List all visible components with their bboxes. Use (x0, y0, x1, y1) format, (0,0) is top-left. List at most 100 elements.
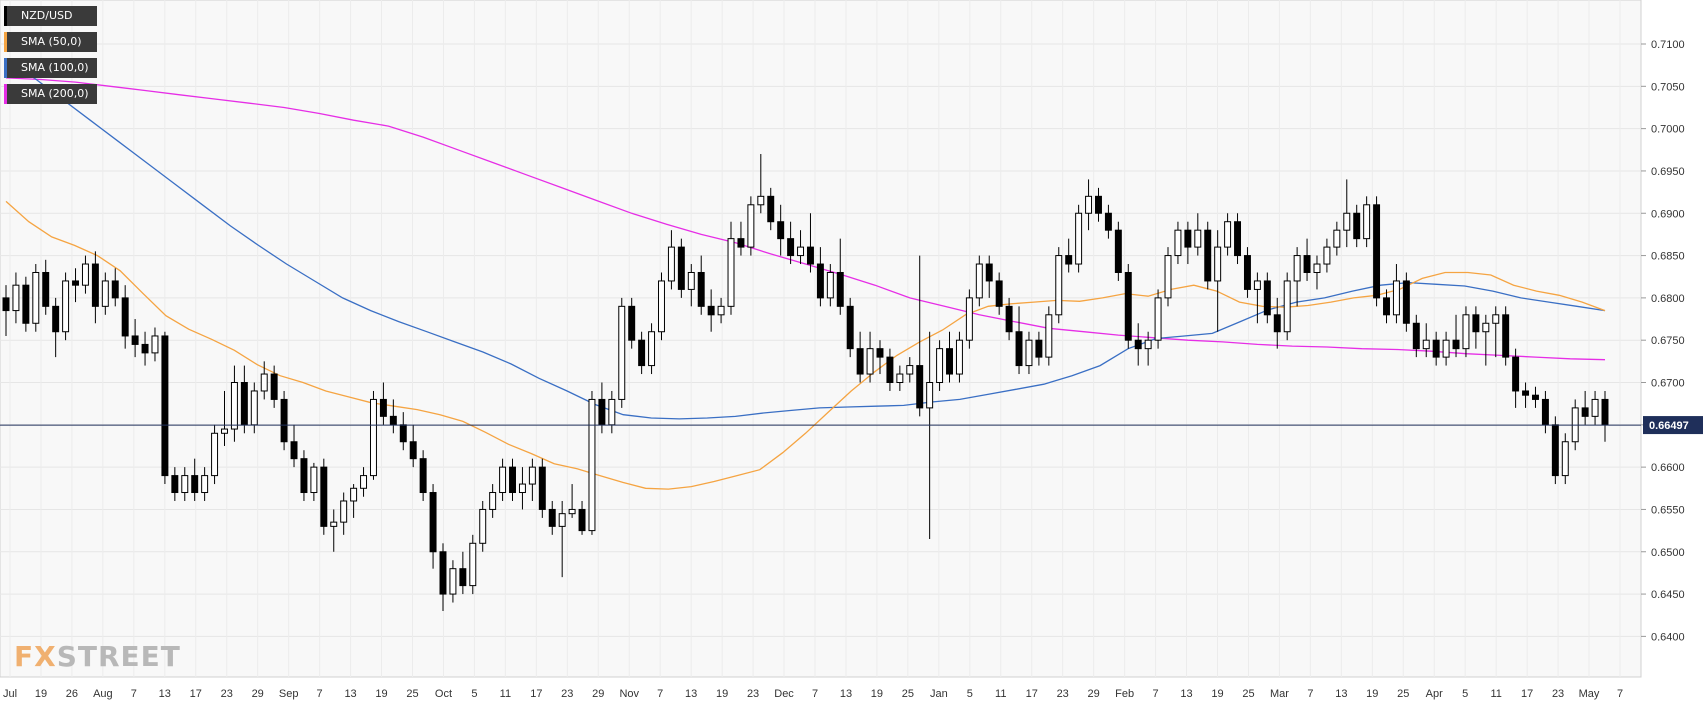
candle-up (926, 382, 934, 409)
candle-up (1224, 221, 1232, 248)
candle (22, 276, 30, 332)
candle-up (1293, 255, 1301, 282)
candle-up (1164, 255, 1172, 299)
candle-down (191, 475, 199, 494)
candle (1164, 247, 1172, 307)
x-tick-label: 19 (1366, 688, 1378, 700)
candle (648, 323, 656, 375)
candle-up (369, 398, 377, 477)
candle (1065, 238, 1073, 273)
legend-item-nzdusd[interactable]: NZD/USD (4, 6, 97, 26)
candle (101, 272, 109, 315)
candle-down (1015, 331, 1023, 367)
x-tick-label: 13 (840, 688, 852, 700)
candle-up (797, 246, 805, 257)
candle (1591, 390, 1599, 425)
candle (1174, 221, 1182, 265)
current-price-marker: 0.66497 (0, 416, 1703, 435)
candle-down (91, 263, 99, 307)
legend-item-sma50[interactable]: SMA (50,0) (4, 32, 97, 52)
candle-down (399, 424, 407, 443)
candle-up (1442, 339, 1450, 358)
candle-up (1253, 280, 1261, 290)
candle (1144, 331, 1152, 366)
candle-down (598, 398, 606, 426)
candle-up (558, 513, 566, 527)
candle (1492, 306, 1500, 358)
candle (181, 467, 189, 501)
candle (369, 390, 377, 480)
candle (32, 264, 40, 332)
candle-up (250, 390, 258, 426)
candle-down (270, 373, 278, 400)
x-tick-label: Nov (619, 688, 639, 700)
candle-down (290, 441, 298, 460)
x-tick-label: 29 (252, 688, 264, 700)
candle (717, 297, 725, 324)
legend-item-sma100[interactable]: SMA (100,0) (4, 58, 97, 78)
candle (1561, 433, 1569, 485)
x-tick-label: 11 (1490, 688, 1501, 700)
candle (131, 319, 139, 358)
candle (787, 221, 795, 265)
candle-up (1283, 280, 1291, 333)
candle-up (658, 280, 665, 333)
candle-up (1055, 255, 1063, 316)
candle-down (1353, 212, 1361, 240)
candle-up (518, 483, 526, 494)
candle-down (1184, 229, 1192, 248)
candle-down (121, 297, 129, 337)
candle (469, 534, 477, 595)
candle (697, 255, 705, 315)
candle (1343, 179, 1351, 248)
y-tick-label: 0.6500 (1651, 547, 1685, 559)
candle (1422, 323, 1430, 358)
candle-down (1551, 424, 1559, 477)
candle-down (280, 398, 288, 443)
candle-up (1343, 212, 1351, 231)
x-tick-label: Jan (930, 688, 948, 700)
candle (62, 272, 70, 341)
candle-down (240, 382, 248, 426)
candle-up (1561, 441, 1569, 477)
candle-up (1591, 398, 1599, 417)
candle (1462, 306, 1470, 358)
fxstreet-logo: FXSTREET (14, 640, 181, 673)
candle (419, 450, 427, 501)
x-tick-label: 19 (375, 688, 387, 700)
legend-label: SMA (200,0) (21, 87, 89, 100)
candle (12, 272, 20, 324)
candle-down (1541, 398, 1549, 426)
y-tick-label: 0.6600 (1651, 462, 1685, 474)
candles (2, 154, 1609, 611)
candle (518, 467, 526, 510)
x-tick-label: 29 (592, 688, 604, 700)
candle (836, 238, 844, 315)
candle (1442, 331, 1450, 366)
candle-up (965, 297, 973, 341)
candle-up (1085, 195, 1093, 214)
candle-down (1432, 339, 1440, 358)
candle-up (499, 466, 507, 494)
candle-up (687, 271, 695, 290)
candle (260, 361, 268, 400)
candle (1502, 306, 1510, 366)
candle-down (787, 238, 795, 257)
candle (658, 272, 665, 341)
candle-up (1363, 204, 1371, 240)
candle-up (1174, 229, 1182, 257)
candle-up (230, 382, 238, 430)
candle-down (439, 551, 447, 595)
candle (1025, 331, 1033, 375)
candle-down (419, 458, 427, 494)
x-tick-label: 23 (561, 688, 573, 700)
candle-down (42, 271, 50, 307)
legend-item-sma200[interactable]: SMA (200,0) (4, 84, 97, 104)
candle (965, 289, 973, 349)
candle-down (1104, 212, 1112, 231)
candle-up (181, 475, 189, 494)
candle-down (1412, 322, 1420, 350)
candle (1452, 314, 1460, 358)
candle (1075, 204, 1083, 273)
candle (1313, 255, 1321, 290)
